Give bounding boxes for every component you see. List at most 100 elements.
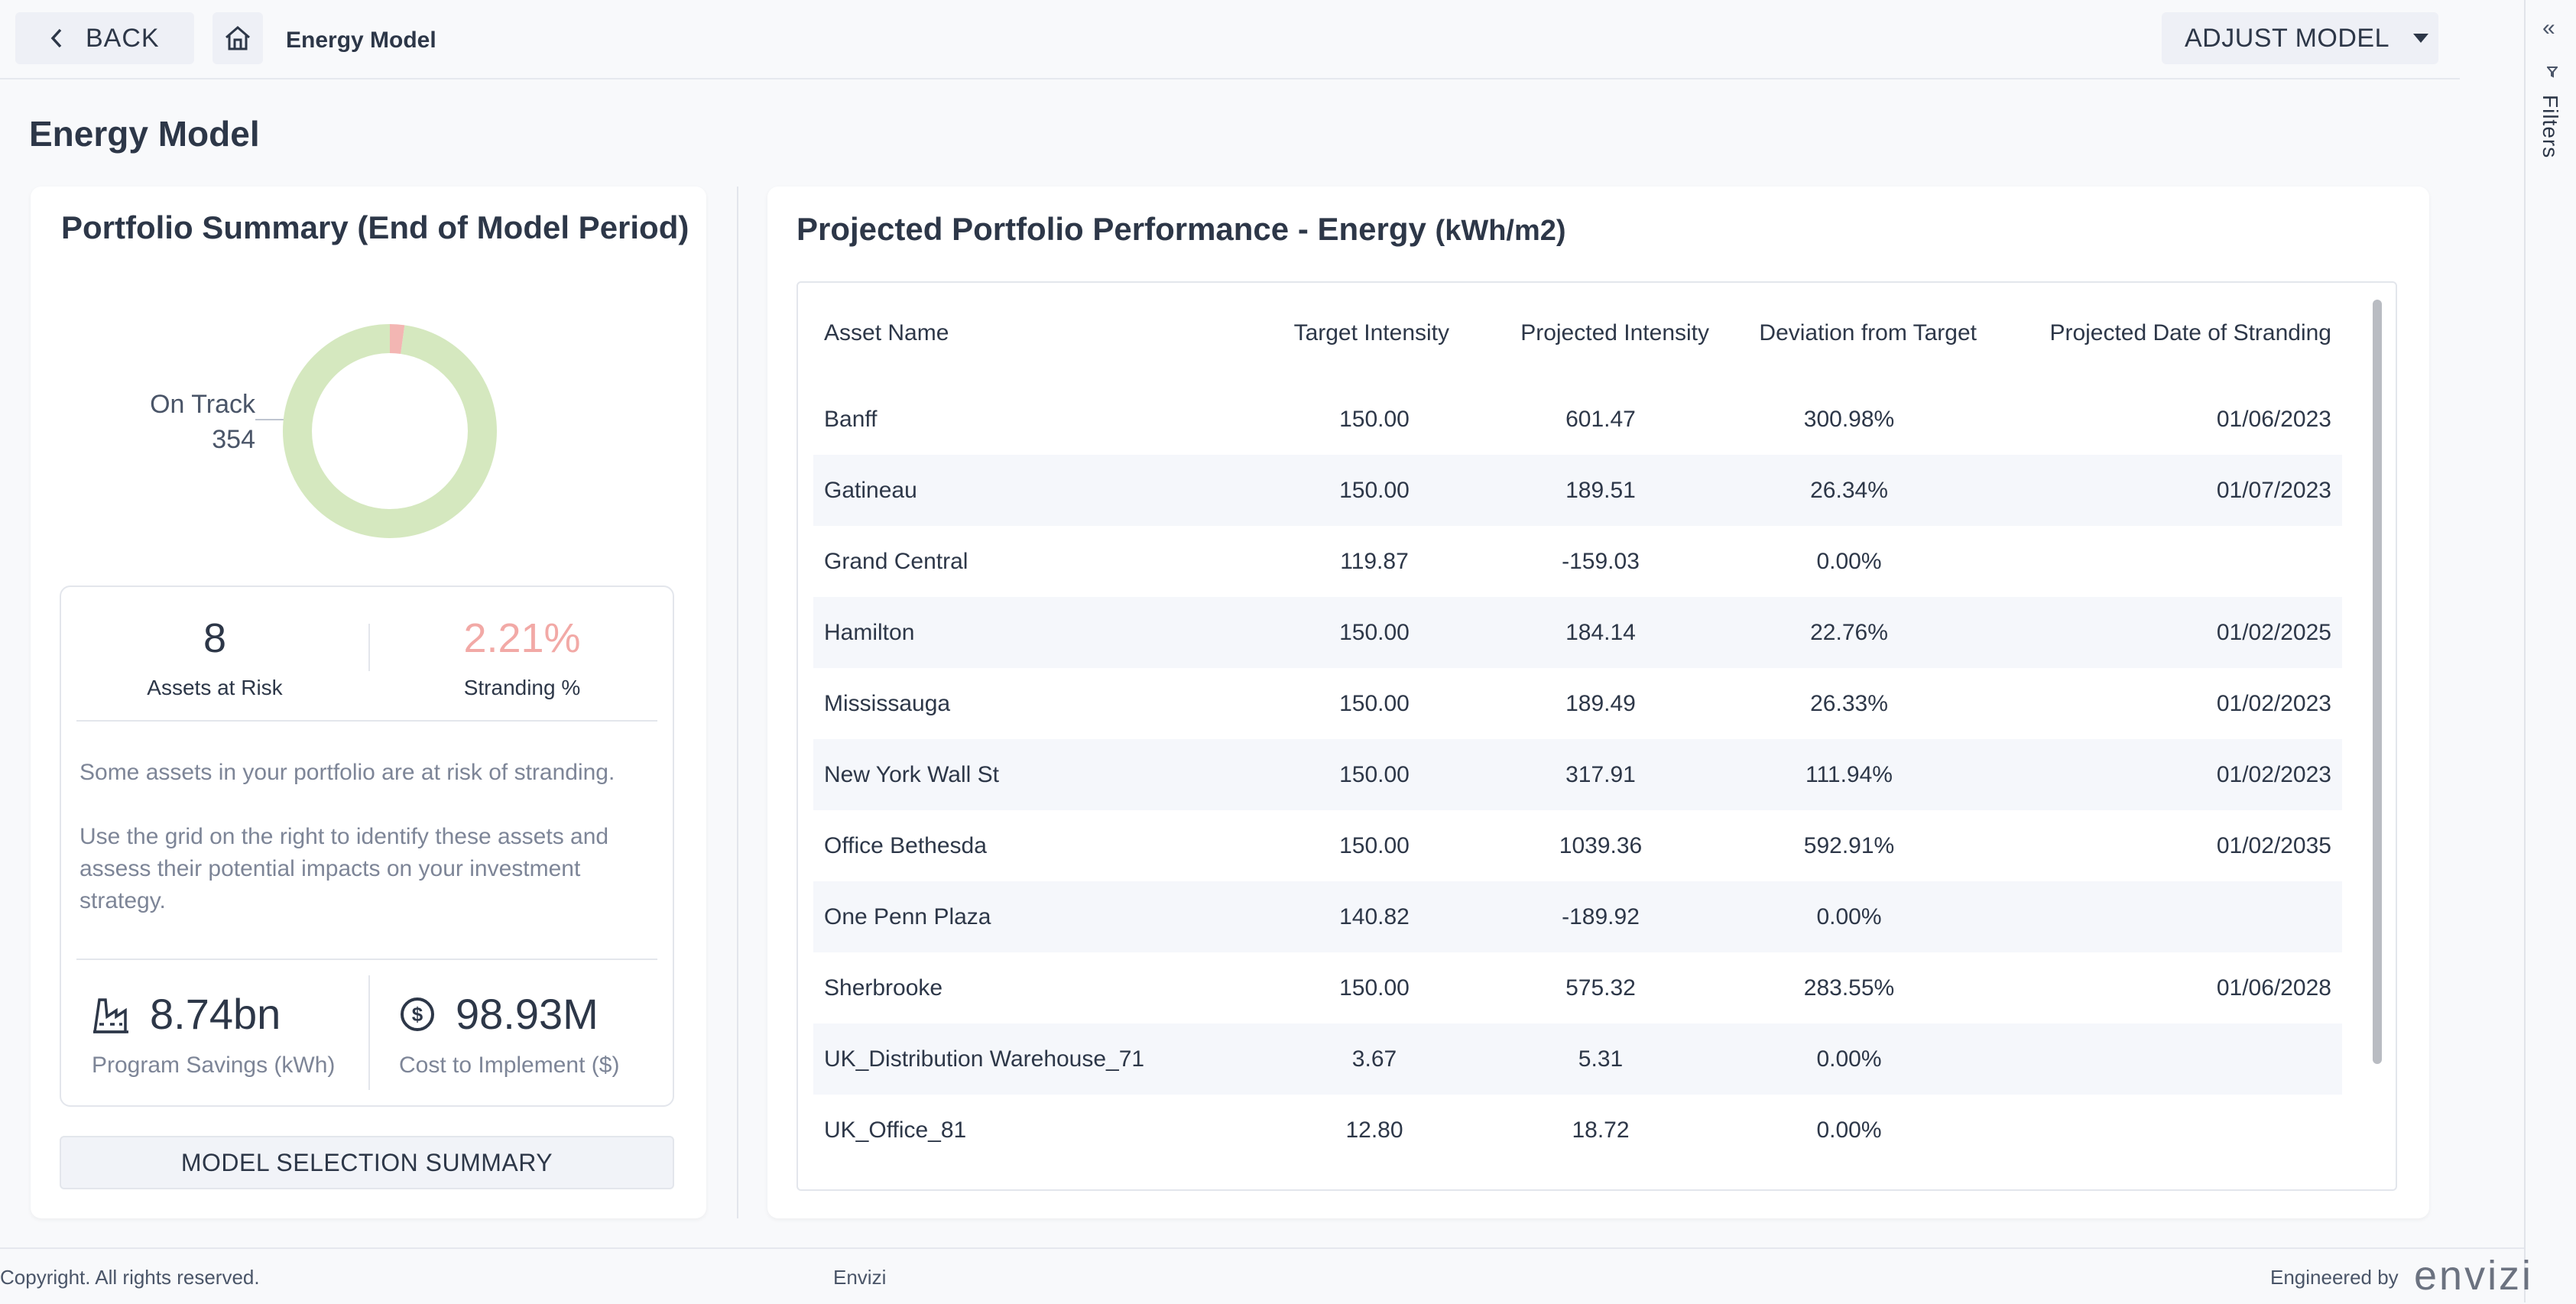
- cell-asset-name: Sherbrooke: [824, 975, 943, 1001]
- projected-performance-card: Projected Portfolio Performance - Energy…: [767, 187, 2429, 1218]
- filters-label[interactable]: Filters: [2539, 95, 2562, 159]
- cell-asset-name: Office Bethesda: [824, 832, 987, 858]
- col-target-intensity[interactable]: Target Intensity: [1293, 320, 1449, 345]
- cell-deviation: 111.94%: [1805, 761, 1893, 787]
- cell-deviation: 283.55%: [1803, 975, 1895, 1001]
- cell-stranding-date: 01/07/2023: [2216, 477, 2331, 503]
- cell-stranding-date: 01/02/2035: [2216, 832, 2331, 858]
- cell-asset-name: Mississauga: [824, 690, 951, 716]
- table-row[interactable]: Banff 150.00 601.47 300.98% 01/06/2023: [813, 384, 2342, 455]
- cell-target-intensity: 150.00: [1339, 406, 1410, 432]
- cell-deviation: 0.00%: [1816, 1117, 1882, 1143]
- table-body: Banff 150.00 601.47 300.98% 01/06/2023 Gatine…: [813, 384, 2342, 1166]
- cell-projected-intensity: 18.72: [1572, 1117, 1630, 1143]
- collapse-chevron-icon[interactable]: «: [2542, 15, 2555, 41]
- stranding-pct-value: 2.21%: [463, 615, 581, 661]
- cell-stranding-date: 01/02/2023: [2216, 761, 2331, 787]
- table-row[interactable]: Sherbrooke 150.00 575.32 283.55% 01/06/2028: [813, 952, 2342, 1023]
- cell-projected-intensity: 184.14: [1565, 619, 1636, 645]
- performance-title-text: Projected Portfolio Performance - Energy: [796, 211, 1426, 247]
- table-row[interactable]: Mississauga 150.00 189.49 26.33% 01/02/2023: [813, 668, 2342, 739]
- stats-panel: 8 Assets at Risk 2.21% Stranding % Some …: [60, 586, 674, 1107]
- col-deviation[interactable]: Deviation from Target: [1759, 320, 1977, 345]
- cell-target-intensity: 150.00: [1339, 477, 1410, 503]
- model-selection-summary-button[interactable]: MODEL SELECTION SUMMARY: [60, 1136, 674, 1189]
- donut-legend: On Track 354: [150, 387, 255, 457]
- donut-leader-line: [255, 419, 289, 420]
- filter-rail[interactable]: « Filters: [2524, 0, 2576, 1302]
- risk-note: Some assets in your portfolio are at ris…: [79, 760, 615, 785]
- col-projected-intensity[interactable]: Projected Intensity: [1520, 320, 1709, 345]
- cell-projected-intensity: 575.32: [1565, 975, 1636, 1001]
- footer: Copyright. All rights reserved. Envizi E…: [0, 1247, 2531, 1304]
- cell-projected-intensity: 189.51: [1565, 477, 1636, 503]
- table-row[interactable]: New York Wall St 150.00 317.91 111.94% 01/02…: [813, 739, 2342, 810]
- dollar-coin-icon: $: [401, 997, 434, 1031]
- table-row[interactable]: Gatineau 150.00 189.51 26.34% 01/07/2023: [813, 455, 2342, 526]
- table-row[interactable]: UK_Distribution Warehouse_71 3.67 5.31 0.00…: [813, 1023, 2342, 1095]
- table-row[interactable]: Hamilton 150.00 184.14 22.76% 01/02/2025: [813, 597, 2342, 668]
- program-savings-kpi: 8.74bn Program Savings (kWh): [92, 989, 335, 1079]
- donut-on-track-segment[interactable]: [283, 324, 497, 538]
- asset-table[interactable]: Asset Name Target Intensity Projected In…: [796, 281, 2397, 1191]
- portfolio-summary-card: Portfolio Summary (End of Model Period) …: [31, 187, 706, 1218]
- footer-brand: Envizi: [833, 1266, 887, 1289]
- assets-at-risk-stat: 8 Assets at Risk: [76, 615, 353, 700]
- cost-to-implement-kpi: $ 98.93M Cost to Implement ($): [399, 989, 619, 1079]
- cost-to-implement-label: Cost to Implement ($): [399, 1053, 620, 1078]
- table-row[interactable]: Office Bethesda 150.00 1039.36 592.91% 01/02…: [813, 810, 2342, 881]
- table-row[interactable]: One Penn Plaza 140.82 -189.92 0.00%: [813, 881, 2342, 952]
- cell-deviation: 22.76%: [1810, 619, 1888, 645]
- cell-projected-intensity: 601.47: [1565, 406, 1636, 432]
- divider: [76, 720, 657, 722]
- cell-deviation: 26.34%: [1810, 477, 1888, 503]
- cell-asset-name: UK_Distribution Warehouse_71: [824, 1046, 1145, 1072]
- caret-down-icon: [2412, 34, 2428, 43]
- adjust-model-button[interactable]: ADJUST MODEL: [2162, 12, 2438, 64]
- cell-target-intensity: 150.00: [1339, 975, 1410, 1001]
- cell-target-intensity: 150.00: [1339, 619, 1410, 645]
- filter-icon: [2547, 66, 2558, 78]
- cell-deviation: 26.33%: [1810, 690, 1888, 716]
- panel-divider: [737, 187, 738, 1218]
- status-donut-chart[interactable]: [260, 301, 520, 561]
- table-row[interactable]: Grand Central 119.87 -159.03 0.00%: [813, 526, 2342, 597]
- cell-asset-name: New York Wall St: [824, 761, 999, 787]
- adjust-model-label: ADJUST MODEL: [2185, 23, 2389, 53]
- program-savings-value: 8.74bn: [150, 990, 281, 1038]
- cell-projected-intensity: 1039.36: [1559, 832, 1643, 858]
- cell-target-intensity: 150.00: [1339, 690, 1410, 716]
- engineered-by-text: Engineered by: [2270, 1266, 2399, 1289]
- donut-label-text: On Track: [150, 390, 255, 419]
- table-header: Asset Name Target Intensity Projected In…: [813, 283, 2342, 384]
- cell-deviation: 0.00%: [1816, 548, 1882, 574]
- home-button[interactable]: [213, 12, 263, 64]
- cell-deviation: 592.91%: [1803, 832, 1895, 858]
- donut-at-risk-segment[interactable]: [283, 324, 497, 538]
- assets-at-risk-value: 8: [203, 615, 227, 661]
- col-stranding-date[interactable]: Projected Date of Stranding: [2049, 320, 2331, 345]
- cell-asset-name: Gatineau: [824, 477, 917, 503]
- col-asset-name[interactable]: Asset Name: [824, 320, 949, 345]
- cell-asset-name: Hamilton: [824, 619, 915, 645]
- table-row[interactable]: UK_Office_81 12.80 18.72 0.00%: [813, 1095, 2342, 1166]
- cell-deviation: 0.00%: [1816, 903, 1882, 929]
- kpi-divider: [368, 975, 370, 1090]
- cost-to-implement-value: 98.93M: [456, 990, 599, 1038]
- cell-projected-intensity: -189.92: [1562, 903, 1640, 929]
- back-button[interactable]: BACK: [15, 12, 194, 64]
- donut-label-count: 354: [212, 425, 255, 454]
- cell-deviation: 0.00%: [1816, 1046, 1882, 1072]
- cell-projected-intensity: -159.03: [1562, 548, 1640, 574]
- svg-text:$: $: [412, 1003, 423, 1026]
- cell-asset-name: Grand Central: [824, 548, 968, 574]
- cell-target-intensity: 3.67: [1351, 1046, 1397, 1072]
- page-title: Energy Model: [29, 114, 260, 154]
- cell-stranding-date: 01/06/2023: [2216, 406, 2331, 432]
- copyright-text: Copyright. All rights reserved.: [0, 1266, 260, 1289]
- top-bar: BACK Energy Model ADJUST MODEL: [0, 0, 2460, 79]
- cell-target-intensity: 12.80: [1345, 1117, 1403, 1143]
- table-scrollbar[interactable]: [2373, 300, 2382, 1064]
- stranding-pct-label: Stranding %: [463, 676, 581, 699]
- performance-unit: (kWh/m2): [1435, 215, 1566, 247]
